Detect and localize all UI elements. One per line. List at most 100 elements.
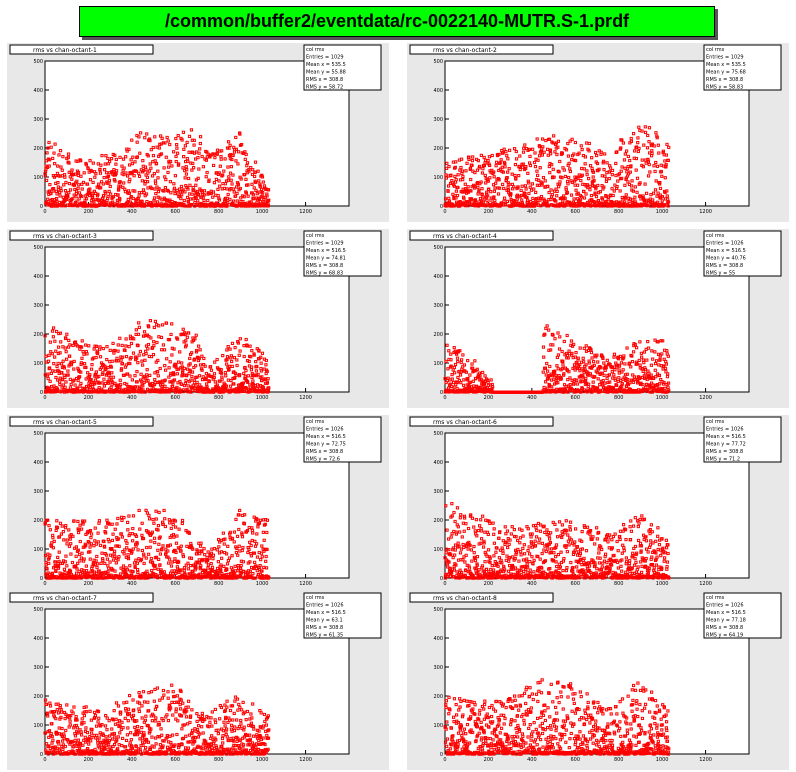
- data-point: [503, 161, 507, 166]
- data-point: [654, 160, 658, 165]
- data-point: [221, 173, 225, 177]
- data-point: [562, 168, 566, 172]
- data-point: [108, 348, 112, 352]
- data-point: [160, 198, 164, 202]
- data-point: [446, 184, 451, 188]
- data-point: [462, 197, 466, 201]
- x-tick-label: 800: [214, 581, 224, 587]
- data-point: [260, 194, 264, 198]
- data-point: [193, 364, 198, 368]
- y-tick-label: 200: [33, 332, 43, 338]
- data-point: [235, 191, 239, 196]
- data-point: [590, 198, 594, 202]
- data-point: [212, 181, 217, 185]
- data-point: [191, 161, 195, 166]
- data-point: [145, 368, 149, 372]
- data-point: [456, 173, 460, 177]
- data-point: [93, 378, 98, 382]
- data-point: [570, 158, 574, 162]
- data-point: [636, 149, 640, 154]
- data-point: [666, 200, 671, 204]
- data-point: [172, 186, 177, 190]
- data-point: [55, 387, 60, 391]
- data-point: [186, 187, 190, 191]
- data-point: [154, 161, 159, 166]
- data-point: [505, 154, 509, 158]
- data-point: [557, 170, 561, 174]
- data-point: [589, 204, 593, 208]
- data-point: [50, 329, 55, 333]
- y-tick-label: 300: [33, 117, 43, 123]
- data-point: [216, 187, 220, 192]
- data-point: [144, 168, 148, 172]
- data-point: [241, 381, 245, 385]
- data-point: [94, 172, 98, 176]
- data-point: [629, 139, 634, 143]
- stats-line: Mean y = 40.76: [706, 256, 746, 262]
- data-point: [444, 359, 448, 363]
- data-point: [84, 163, 88, 167]
- data-point: [233, 346, 237, 350]
- data-point: [198, 135, 203, 139]
- data-point: [543, 179, 547, 183]
- data-point: [47, 140, 51, 145]
- data-point: [108, 184, 112, 189]
- data-point: [575, 183, 580, 187]
- data-point: [169, 373, 173, 377]
- plot-frame: [44, 432, 350, 579]
- data-point: [152, 344, 156, 348]
- data-point: [657, 151, 661, 155]
- data-point: [107, 159, 112, 164]
- data-point: [188, 183, 192, 187]
- y-tick-label: 0: [40, 576, 43, 582]
- data-point: [84, 365, 88, 370]
- data-point: [503, 165, 507, 169]
- x-tick-label: 1000: [256, 581, 269, 587]
- data-point: [631, 189, 635, 193]
- data-point: [563, 196, 567, 200]
- data-point: [453, 174, 457, 179]
- data-point: [140, 200, 144, 204]
- data-point: [646, 174, 651, 178]
- data-point: [555, 152, 559, 157]
- data-point: [582, 196, 587, 200]
- data-point: [148, 319, 153, 323]
- data-point: [53, 162, 57, 166]
- data-point: [137, 194, 141, 198]
- data-point: [480, 171, 485, 175]
- data-point: [143, 136, 147, 140]
- data-point: [254, 188, 258, 193]
- data-point: [666, 158, 670, 163]
- data-point: [156, 358, 160, 363]
- data-point: [226, 140, 231, 144]
- data-point: [250, 349, 254, 353]
- data-point: [264, 363, 268, 367]
- data-point: [121, 185, 125, 189]
- data-point: [591, 170, 596, 174]
- data-point: [192, 188, 196, 193]
- data-point: [623, 152, 627, 156]
- data-point: [246, 183, 250, 187]
- data-point: [185, 168, 189, 172]
- data-point: [532, 187, 536, 191]
- data-point: [176, 133, 180, 138]
- data-point: [226, 178, 230, 182]
- data-point: [615, 185, 619, 189]
- data-point: [255, 364, 259, 369]
- data-point: [48, 379, 52, 383]
- plot-title-box: [9, 230, 154, 241]
- data-point: [179, 184, 184, 189]
- data-point: [606, 198, 610, 202]
- data-point: [97, 182, 101, 186]
- data-point: [79, 159, 83, 163]
- data-point: [244, 152, 248, 157]
- data-point: [149, 166, 153, 170]
- data-point: [114, 162, 118, 166]
- data-point: [186, 200, 191, 204]
- data-point: [89, 378, 93, 382]
- data-point: [655, 164, 660, 168]
- data-point: [481, 167, 485, 171]
- data-point: [197, 167, 201, 171]
- data-point: [666, 197, 670, 201]
- data-point: [157, 324, 161, 328]
